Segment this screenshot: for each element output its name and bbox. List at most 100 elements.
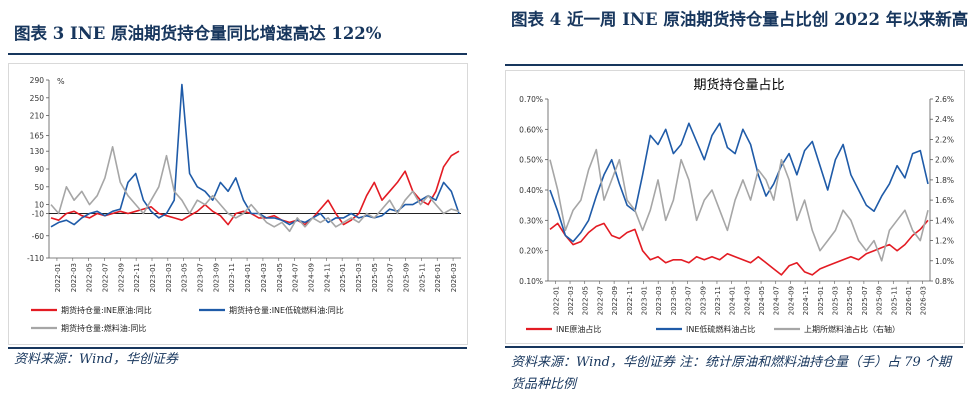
- x-tick-label: 2024-01: [244, 263, 252, 292]
- y-tick-label: 0.70%: [519, 95, 543, 104]
- x-tick-label: 2024-11: [323, 263, 331, 292]
- x-tick-label: 2024-05: [758, 286, 766, 315]
- y-tick-label: 0.30%: [519, 216, 543, 225]
- x-tick-label: 2023-11: [228, 263, 236, 292]
- x-tick-label: 2026-03: [920, 286, 928, 315]
- y-tick-label: 130: [30, 147, 45, 156]
- y2-tick-label: 1.2%: [935, 237, 954, 246]
- y-tick-label: 50: [34, 183, 44, 192]
- x-tick-label: 2023-07: [685, 286, 693, 315]
- x-tick-label: 2025-05: [371, 263, 379, 292]
- source-rule: [505, 346, 963, 348]
- x-tick-label: 2022-09: [611, 286, 619, 315]
- y2-tick-label: 2.4%: [935, 115, 954, 124]
- y2-tick-label: 2.0%: [935, 156, 954, 165]
- x-tick-label: 2025-09: [876, 286, 884, 315]
- x-tick-label: 2024-03: [743, 286, 751, 315]
- x-tick-label: 2025-01: [339, 263, 347, 292]
- legend-label-2: INE低硫燃料油占比: [686, 324, 755, 334]
- x-tick-label: 2022-07: [596, 286, 604, 315]
- left-panel: 图表 3 INE 原油期货持仓量同比增速高达 122% 290 250 210 165…: [0, 0, 475, 405]
- legend-label-1: 期货持仓量:INE原油:同比: [61, 305, 152, 315]
- y-tick-label: 210: [30, 112, 45, 121]
- y2-tick-label: 2.2%: [935, 135, 954, 144]
- x-tick-label: 2023-03: [655, 286, 663, 315]
- source-rule: [8, 347, 467, 349]
- x-tick-label: 2025-07: [387, 263, 395, 292]
- x-tick-label: 2022-05: [86, 263, 94, 292]
- x-tick-label: 2026-01: [434, 263, 442, 292]
- x-tick-label: 2022-09: [117, 263, 125, 292]
- series-line-2: [50, 83, 460, 228]
- x-tick-label: 2022-11: [133, 263, 141, 292]
- y2-tick-label: 2.6%: [935, 95, 954, 104]
- title-rule: [505, 64, 963, 66]
- series-line-2: [549, 122, 929, 243]
- legend-label-3: 期货持仓量:燃料油:同比: [61, 323, 146, 333]
- y-axis-unit: %: [57, 77, 65, 86]
- x-tick-label: 2022-11: [626, 286, 634, 315]
- chart-title: 图表 4 近一周 INE 原油期货持仓量占比创 2022 年以来新高: [511, 10, 969, 29]
- y-tick-label: -110: [27, 254, 44, 263]
- legend-label-2: 期货持仓量:INE低硫燃料油:同比: [229, 305, 344, 315]
- x-tick-label: 2022-07: [101, 263, 109, 292]
- x-tick-label: 2023-09: [699, 286, 707, 315]
- x-tick-label: 2022-01: [552, 286, 560, 315]
- x-tick-label: 2026-03: [450, 263, 458, 292]
- chart-heading: 期货持仓量占比: [693, 77, 784, 93]
- y-tick-label: 250: [30, 94, 45, 103]
- x-tick-label: 2023-05: [670, 286, 678, 315]
- x-tick-label: 2022-03: [567, 286, 575, 315]
- source-note: 资料来源：Wind，华创证券 注：统计原油和燃料油持仓量（手）占 79 个期货品…: [511, 355, 951, 392]
- y-tick-label: 90: [34, 165, 44, 174]
- series-line-1: [549, 219, 929, 276]
- legend-label-1: INE原油占比: [556, 324, 601, 334]
- x-tick-label: 2024-11: [802, 286, 810, 315]
- x-tick-label: 2025-11: [890, 286, 898, 315]
- y2-tick-label: 1.6%: [935, 196, 954, 205]
- chart-frame: 290 250 210 165 130 90 50 10 -10 -60 -110% 2022-01 2…: [8, 63, 468, 345]
- series-line-3: [549, 148, 929, 262]
- y-tick-label: 0.20%: [519, 247, 543, 256]
- y-tick-label: 165: [30, 132, 45, 141]
- series-line-3: [50, 146, 460, 233]
- chart-right: 期货持仓量占比 0.70% 0.60% 0.50% 0.40% 0.30% 0.20% 0.1…: [519, 77, 954, 334]
- source-note: 资料来源：Wind，华创证券: [14, 352, 178, 367]
- x-tick-label: 2024-07: [292, 263, 300, 292]
- y-tick-label: 0.60%: [519, 125, 543, 134]
- y-tick-label: -60: [32, 232, 44, 241]
- y-tick-label: -10: [32, 210, 44, 219]
- x-tick-label: 2023-07: [197, 263, 205, 292]
- x-tick-label: 2022-03: [70, 263, 78, 292]
- chart-left: 290 250 210 165 130 90 50 10-10 -60 -110% 2022-01 2…: [27, 76, 461, 333]
- x-tick-label: 2024-01: [729, 286, 737, 315]
- x-tick-label: 2023-01: [641, 286, 649, 315]
- x-tick-label: 2023-05: [181, 263, 189, 292]
- x-tick-label: 2025-07: [861, 286, 869, 315]
- chart-title: 图表 3 INE 原油期货持仓量同比增速高达 122%: [14, 24, 382, 43]
- y2-tick-label: 1.0%: [935, 257, 954, 266]
- y-tick-label: 0.40%: [519, 186, 543, 195]
- x-tick-label: 2025-11: [418, 263, 426, 292]
- x-tick-label: 2024-03: [260, 263, 268, 292]
- chart-frame: 期货持仓量占比 0.70% 0.60% 0.50% 0.40% 0.30% 0.20% 0.1…: [505, 70, 965, 344]
- x-tick-label: 2023-09: [212, 263, 220, 292]
- x-tick-label: 2022-01: [54, 263, 62, 292]
- legend-label-3: 上期所燃料油占比（右轴）: [804, 324, 900, 334]
- x-tick-label: 2025-01: [817, 286, 825, 315]
- x-tick-label: 2024-09: [787, 286, 795, 315]
- x-tick-label: 2025-03: [355, 263, 363, 292]
- x-tick-label: 2025-09: [403, 263, 411, 292]
- title-rule: [8, 53, 467, 55]
- y2-tick-label: 1.4%: [935, 216, 954, 225]
- y-tick-label: 290: [30, 76, 45, 85]
- x-tick-label: 2023-01: [149, 263, 157, 292]
- x-tick-label: 2024-07: [773, 286, 781, 315]
- y2-tick-label: 0.8%: [935, 277, 954, 286]
- x-tick-label: 2023-11: [714, 286, 722, 315]
- x-tick-label: 2025-03: [832, 286, 840, 315]
- x-tick-label: 2024-05: [276, 263, 284, 292]
- y-tick-label: 0.10%: [519, 277, 543, 286]
- x-tick-label: 2022-05: [582, 286, 590, 315]
- y-tick-label: 0.50%: [519, 156, 543, 165]
